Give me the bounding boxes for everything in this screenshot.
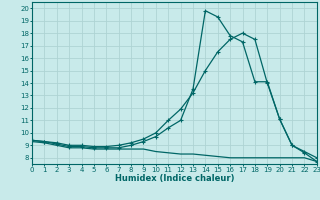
X-axis label: Humidex (Indice chaleur): Humidex (Indice chaleur) (115, 174, 234, 183)
